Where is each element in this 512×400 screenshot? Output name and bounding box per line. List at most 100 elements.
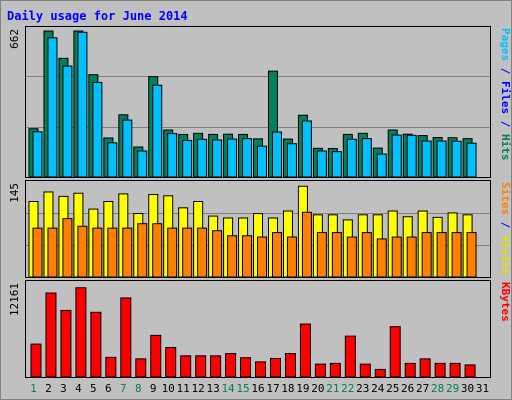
x-tick-label: 29 — [446, 382, 459, 395]
s3-kbytes-bar — [404, 362, 416, 378]
s1-files-bar — [212, 139, 223, 178]
s1-files-bar — [436, 140, 447, 178]
s3-kbytes-bar — [165, 346, 177, 378]
s2-sites-bar — [137, 223, 148, 278]
panel-3-legend-label: KBytes — [499, 282, 512, 322]
legend-label-part: Files — [499, 81, 512, 114]
panel-3-border — [25, 280, 491, 378]
s3-kbytes-bar — [135, 358, 147, 378]
s3-kbytes-bar — [389, 326, 401, 378]
s2-sites-bar — [361, 232, 372, 278]
legend-label-part: / — [499, 114, 512, 134]
s2-sites-bar — [451, 232, 462, 278]
s2-sites-bar — [406, 236, 417, 278]
x-tick-label: 9 — [150, 382, 157, 395]
s2-sites-bar — [316, 232, 327, 278]
s2-sites-bar — [242, 235, 253, 278]
s3-kbytes-bar — [449, 362, 461, 378]
chart-title: Daily usage for June 2014 — [7, 9, 188, 23]
s1-files-bar — [286, 143, 297, 178]
s3-kbytes-bar — [195, 355, 207, 378]
s2-sites-bar — [212, 230, 223, 278]
s3-kbytes-bar — [464, 364, 476, 378]
s3-kbytes-bar — [150, 334, 162, 378]
x-tick-label: 22 — [341, 382, 354, 395]
s3-kbytes-bar — [269, 357, 281, 378]
s1-files-bar — [257, 145, 268, 178]
s3-kbytes-bar — [180, 355, 192, 378]
x-tick-label: 20 — [311, 382, 324, 395]
s2-sites-bar — [77, 225, 88, 278]
s2-sites-bar — [331, 232, 342, 278]
x-tick-label: 14 — [221, 382, 235, 395]
s3-kbytes-bar — [419, 358, 431, 378]
x-tick-label: 28 — [431, 382, 444, 395]
s1-files-bar — [152, 84, 163, 178]
s3-kbytes-bar — [434, 362, 446, 378]
s1-files-bar — [32, 131, 43, 178]
s3-kbytes-bar — [359, 363, 371, 378]
legend-label-part: Visits — [499, 235, 512, 275]
x-tick-label: 4 — [75, 382, 82, 395]
s1-files-bar — [376, 153, 387, 178]
x-tick-label: 12 — [192, 382, 205, 395]
s2-sites-bar — [227, 235, 238, 278]
legend-label-part: Hits — [499, 134, 512, 161]
s3-kbytes-bar — [329, 362, 341, 378]
x-tick-label: 31 — [476, 382, 489, 395]
s2-sites-bar — [182, 227, 193, 278]
legend-label-part: / — [499, 61, 512, 81]
legend-label-part: / — [499, 215, 512, 235]
s3-kbytes-bar — [225, 353, 237, 378]
x-tick-label: 24 — [371, 382, 385, 395]
s2-sites-bar — [257, 236, 268, 278]
x-tick-label: 18 — [281, 382, 294, 395]
panel-2-legend-label: Sites / Visits — [499, 182, 512, 275]
x-tick-label: 23 — [356, 382, 369, 395]
s2-sites-bar — [197, 227, 208, 278]
s3-kbytes-bar — [120, 297, 132, 378]
s3-kbytes-bar — [60, 309, 72, 378]
s2-sites-bar — [271, 232, 282, 278]
x-tick-label: 26 — [401, 382, 414, 395]
s2-sites-bar — [421, 232, 432, 278]
s3-kbytes-bar — [255, 361, 267, 378]
x-tick-label: 27 — [416, 382, 429, 395]
s1-files-bar — [62, 65, 73, 178]
s1-files-bar — [197, 138, 208, 178]
s1-files-bar — [271, 131, 282, 178]
s2-sites-bar — [152, 223, 163, 278]
s1-files-bar — [107, 142, 118, 178]
s2-sites-bar — [62, 218, 73, 278]
x-tick-label: 11 — [177, 382, 190, 395]
s3-kbytes-bar — [90, 311, 102, 378]
x-tick-label: 1 — [30, 382, 37, 395]
s3-kbytes-bar — [314, 363, 326, 378]
x-tick-label: 10 — [162, 382, 175, 395]
x-tick-label: 16 — [251, 382, 264, 395]
legend-label-part: Pages — [499, 28, 512, 61]
x-tick-label: 15 — [236, 382, 249, 395]
s2-sites-bar — [436, 232, 447, 278]
s1-files-bar — [167, 133, 178, 178]
s3-kbytes-bar — [344, 335, 356, 378]
s1-files-bar — [137, 150, 148, 178]
s1-files-bar — [361, 138, 372, 178]
s3-kbytes-bar — [210, 355, 222, 378]
s3-kbytes-bar — [105, 356, 117, 378]
x-tick-label: 25 — [386, 382, 399, 395]
s2-sites-bar — [122, 227, 133, 278]
s2-sites-bar — [466, 232, 477, 278]
x-tick-label: 3 — [60, 382, 67, 395]
s1-files-bar — [346, 138, 357, 178]
x-tick-label: 6 — [105, 382, 112, 395]
s1-files-bar — [242, 138, 253, 178]
s1-files-bar — [391, 134, 402, 178]
s2-sites-bar — [286, 236, 297, 278]
s2-sites-bar — [346, 236, 357, 278]
s1-files-bar — [451, 140, 462, 178]
s1-files-bar — [92, 81, 103, 178]
panel-1-ymax-label: 662 — [8, 29, 21, 49]
x-tick-label: 19 — [296, 382, 309, 395]
x-tick-label: 13 — [206, 382, 219, 395]
